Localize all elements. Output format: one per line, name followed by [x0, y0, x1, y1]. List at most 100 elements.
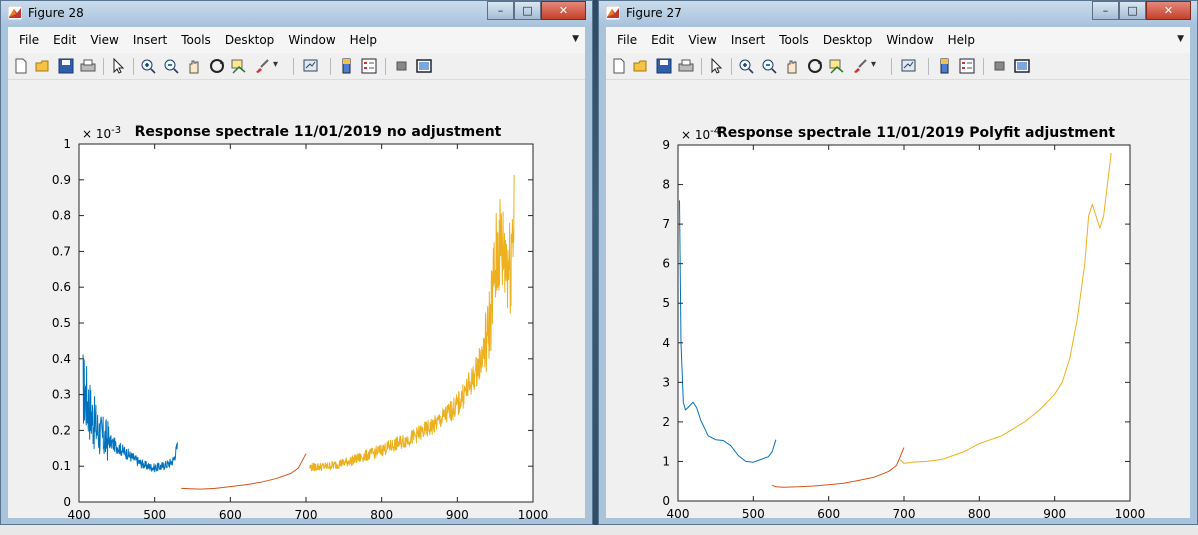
- menu-tools[interactable]: Tools: [779, 33, 809, 47]
- zoom-out-icon[interactable]: [162, 57, 180, 75]
- window-title: Figure 27: [626, 6, 682, 20]
- menu-help[interactable]: Help: [349, 33, 377, 47]
- chevron-down-icon[interactable]: ▼: [1177, 34, 1184, 44]
- colorbar-icon[interactable]: [338, 57, 356, 75]
- brush-dropdown-icon[interactable]: ▾: [871, 59, 877, 70]
- toolbar-separator: [103, 58, 104, 75]
- menu-window[interactable]: Window: [886, 33, 934, 47]
- pan-icon[interactable]: [783, 57, 801, 75]
- x-tick-label: 1000: [1115, 507, 1146, 520]
- brush-icon[interactable]: [253, 57, 271, 75]
- y-tick-label: 0.1: [52, 459, 71, 473]
- maximize-button[interactable]: □: [514, 1, 541, 20]
- minimize-button[interactable]: –: [1092, 1, 1119, 20]
- link-plot-icon[interactable]: [302, 57, 320, 75]
- title-bar[interactable]: Figure 27 – □ ✕: [599, 1, 1197, 27]
- save-icon[interactable]: [655, 57, 673, 75]
- save-icon[interactable]: [57, 57, 75, 75]
- maximize-button[interactable]: □: [1119, 1, 1146, 20]
- open-file-icon[interactable]: [34, 57, 52, 75]
- figure-window-right[interactable]: Figure 27 – □ ✕ File Edit View Insert To…: [598, 0, 1198, 525]
- close-button[interactable]: ✕: [1146, 1, 1191, 20]
- data-cursor-icon[interactable]: [828, 57, 846, 75]
- series-line-3: [309, 174, 515, 472]
- y-tick-label: 0.7: [52, 244, 71, 258]
- menu-tools[interactable]: Tools: [181, 33, 211, 47]
- y-tick-label: 2: [662, 415, 670, 429]
- colorbar-icon[interactable]: [936, 57, 954, 75]
- zoom-in-icon[interactable]: [737, 57, 755, 75]
- x-tick-label: 700: [295, 508, 318, 520]
- y-tick-label: 5: [662, 296, 670, 310]
- close-button[interactable]: ✕: [541, 1, 586, 20]
- exponent-power: -3: [111, 125, 121, 136]
- brush-dropdown-icon[interactable]: ▾: [273, 59, 279, 70]
- legend-icon[interactable]: [360, 57, 378, 75]
- rotate-3d-icon[interactable]: [806, 57, 824, 75]
- plot-canvas[interactable]: 400 500 600 700 800 900 1000 0 0.1 0.2 0.3 0.4 0.5 0.…: [8, 80, 587, 522]
- menu-desktop[interactable]: Desktop: [224, 33, 275, 47]
- menu-bar: File Edit View Insert Tools Desktop Wind…: [606, 27, 1190, 53]
- y-tick-label: 0.5: [52, 316, 71, 330]
- y-tick-label: 1: [63, 137, 71, 151]
- menu-window[interactable]: Window: [288, 33, 336, 47]
- pointer-icon[interactable]: [707, 57, 725, 75]
- window-controls: – □ ✕: [1092, 1, 1191, 21]
- data-cursor-icon[interactable]: [230, 57, 248, 75]
- toolbar-separator: [731, 58, 732, 75]
- menu-help[interactable]: Help: [947, 33, 975, 47]
- y-tick-label: 0.9: [52, 173, 71, 187]
- series-line-2: [181, 453, 307, 490]
- title-bar[interactable]: Figure 28 – □ ✕: [1, 1, 592, 27]
- plot-title: Response spectrale 11/01/2019 Polyfit ad…: [717, 125, 1115, 141]
- legend-icon[interactable]: [958, 57, 976, 75]
- toolbar-separator: [385, 58, 386, 75]
- show-plot-tools-icon[interactable]: [415, 57, 433, 75]
- minimize-button[interactable]: –: [487, 1, 514, 20]
- zoom-in-icon[interactable]: [139, 57, 157, 75]
- chevron-down-icon[interactable]: ▼: [572, 34, 579, 44]
- print-icon[interactable]: [79, 57, 97, 75]
- toolbar-separator: [701, 58, 702, 75]
- new-figure-icon[interactable]: [12, 57, 30, 75]
- menu-view[interactable]: View: [688, 33, 717, 47]
- link-plot-icon[interactable]: [900, 57, 918, 75]
- menu-desktop[interactable]: Desktop: [822, 33, 873, 47]
- exponent-base: × 10: [82, 127, 111, 141]
- show-plot-tools-icon[interactable]: [1013, 57, 1031, 75]
- y-tick-label: 0.4: [52, 352, 71, 366]
- menu-file[interactable]: File: [19, 33, 40, 47]
- rotate-3d-icon[interactable]: [208, 57, 226, 75]
- x-tick-label: 800: [370, 508, 393, 520]
- hide-plot-tools-icon[interactable]: [393, 57, 411, 75]
- x-tick-label: 700: [893, 507, 916, 520]
- matlab-logo-icon: [8, 6, 22, 20]
- y-tick-label: 1: [662, 454, 670, 468]
- brush-icon[interactable]: [851, 57, 869, 75]
- plot-canvas[interactable]: 400 500 600 700 800 900 1000 0 1 2 3 4 5 6 7 8 9 × 10-4Re…: [606, 80, 1192, 521]
- print-icon[interactable]: [677, 57, 695, 75]
- y-tick-label: 0: [63, 495, 71, 509]
- hide-plot-tools-icon[interactable]: [991, 57, 1009, 75]
- menu-edit[interactable]: Edit: [53, 33, 77, 47]
- y-tick-label: 0.2: [52, 423, 71, 437]
- pointer-icon[interactable]: [109, 57, 127, 75]
- menu-bar: File Edit View Insert Tools Desktop Wind…: [8, 27, 585, 53]
- axes-container: 400 500 600 700 800 900 1000 0 1 2 3 4 5 6 7 8 9 × 10-4 Re…: [606, 80, 1192, 521]
- series-line-2: [772, 447, 905, 488]
- menu-insert[interactable]: Insert: [730, 33, 766, 47]
- menu-file[interactable]: File: [617, 33, 638, 47]
- menu-view[interactable]: View: [90, 33, 119, 47]
- menu-insert[interactable]: Insert: [132, 33, 168, 47]
- pan-icon[interactable]: [185, 57, 203, 75]
- y-tick-label: 4: [662, 336, 670, 350]
- toolbar-separator: [293, 58, 294, 75]
- open-file-icon[interactable]: [632, 57, 650, 75]
- y-tick-label: 9: [662, 138, 670, 152]
- taskbar-edge: [0, 525, 1198, 535]
- figure-window-left[interactable]: Figure 28 – □ ✕ File Edit View Insert To…: [0, 0, 593, 525]
- menu-edit[interactable]: Edit: [651, 33, 675, 47]
- figure-client: File Edit View Insert Tools Desktop Wind…: [606, 27, 1192, 521]
- new-figure-icon[interactable]: [610, 57, 628, 75]
- zoom-out-icon[interactable]: [760, 57, 778, 75]
